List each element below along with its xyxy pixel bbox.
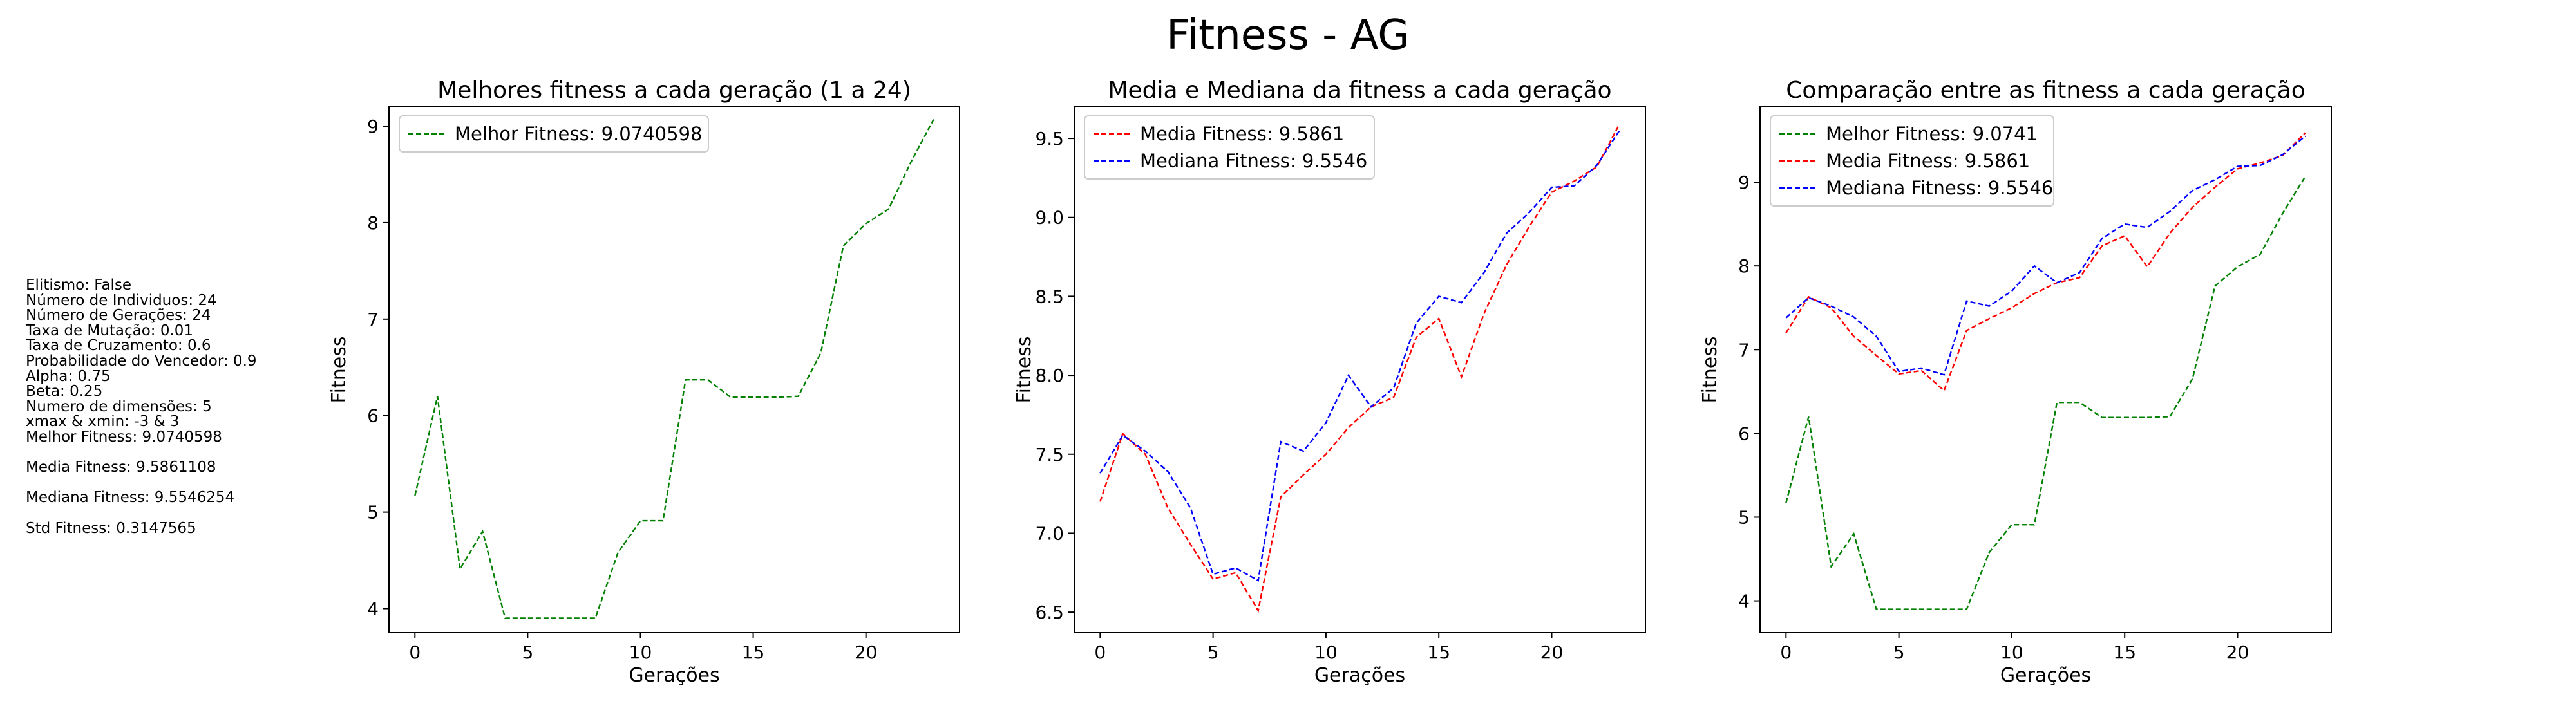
y-tick-label: 4 (367, 599, 379, 620)
x-tick-label: 20 (1540, 642, 1564, 663)
y-tick-label: 7.5 (1035, 444, 1064, 465)
legend-label: Mediana Fitness: 9.5546 (1826, 177, 2053, 199)
legend-box (1084, 115, 1375, 180)
x-tick-label: 5 (522, 642, 533, 663)
y-tick-label: 8.5 (1035, 286, 1064, 307)
param-line: Alpha: 0.75 (26, 368, 111, 385)
x-tick-label: 20 (2226, 642, 2249, 663)
plot-frame (388, 106, 960, 633)
y-tick-label: 9.0 (1035, 207, 1064, 228)
y-tick-label: 8 (367, 212, 379, 234)
y-axis-label: Fitness (328, 337, 350, 404)
x-tick-label: 15 (1427, 642, 1450, 663)
param-line: Número de Gerações: 24 (26, 307, 211, 324)
param-line: Taxa de Mutação: 0.01 (26, 322, 194, 339)
x-axis-label: Gerações (2000, 664, 2091, 687)
y-tick-label: 5 (367, 502, 379, 523)
chart-title: Melhores fitness a cada geração (1 a 24) (437, 77, 911, 104)
legend-box (399, 115, 709, 153)
param-line: Número de Individuos: 24 (26, 292, 217, 309)
param-line: Beta: 0.25 (26, 383, 103, 400)
series-line (414, 118, 934, 619)
param-std-fitness: Std Fitness: 0.3147565 (26, 519, 196, 537)
x-tick-label: 15 (742, 642, 765, 663)
y-tick-label: 5 (1738, 507, 1750, 528)
y-axis-label: Fitness (1013, 337, 1036, 404)
legend-label: Melhor Fitness: 9.0741 (1826, 123, 2038, 145)
series-line (1099, 130, 1620, 582)
legend-label: Mediana Fitness: 9.5546 (1140, 150, 1367, 172)
x-tick-label: 5 (1893, 642, 1905, 663)
x-tick-label: 0 (1094, 642, 1106, 663)
x-axis-label: Gerações (1314, 664, 1405, 687)
series-line (1785, 176, 2306, 610)
y-tick-label: 6.5 (1035, 602, 1064, 623)
x-tick-label: 0 (1780, 642, 1792, 663)
y-tick-label: 4 (1738, 591, 1750, 612)
x-tick-label: 0 (409, 642, 421, 663)
y-tick-label: 9.5 (1035, 128, 1064, 149)
plot-frame (1074, 106, 1646, 633)
param-media-fitness: Media Fitness: 9.5861108 (26, 459, 216, 476)
parameters-panel: Elitismo: False Número de Individuos: 24… (26, 277, 257, 537)
series-line (1099, 124, 1620, 613)
x-tick-label: 15 (2113, 642, 2136, 663)
y-tick-label: 7 (1738, 339, 1750, 360)
chart-title: Comparação entre as fitness a cada geraç… (1786, 77, 2305, 104)
x-tick-label: 5 (1208, 642, 1219, 663)
param-mediana-fitness: Mediana Fitness: 9.5546254 (26, 489, 235, 507)
y-tick-label: 7 (367, 309, 379, 330)
plot-frame (1759, 106, 2332, 633)
y-tick-label: 6 (1738, 423, 1750, 444)
param-line: Taxa de Cruzamento: 0.6 (26, 337, 211, 355)
param-line: Elitismo: False (26, 277, 131, 293)
param-line: Numero de dimensões: 5 (26, 398, 212, 415)
legend-box (1770, 115, 2054, 207)
series-line (1785, 135, 2306, 376)
legend-label: Media Fitness: 9.5861 (1140, 123, 1344, 145)
param-line: xmax & xmin: -3 & 3 (26, 413, 180, 431)
y-tick-label: 8.0 (1035, 365, 1064, 386)
legend-label: Media Fitness: 9.5861 (1826, 150, 2030, 172)
legend-label: Melhor Fitness: 9.0740598 (455, 123, 702, 145)
x-tick-label: 10 (1314, 642, 1338, 663)
y-axis-label: Fitness (1699, 337, 1721, 404)
x-tick-label: 20 (855, 642, 878, 663)
y-tick-label: 9 (1738, 172, 1750, 193)
param-line: Melhor Fitness: 9.0740598 (26, 428, 222, 445)
x-axis-label: Gerações (629, 664, 719, 687)
figure-title: Fitness - AG (1166, 12, 1410, 59)
y-tick-label: 6 (367, 405, 379, 427)
series-line (1785, 132, 2306, 393)
x-tick-label: 10 (2000, 642, 2023, 663)
y-tick-label: 9 (367, 116, 379, 137)
param-line: Probabilidade do Vencedor: 0.9 (26, 352, 257, 369)
y-tick-label: 7.0 (1035, 523, 1064, 544)
y-tick-label: 8 (1738, 256, 1750, 277)
x-tick-label: 10 (629, 642, 652, 663)
chart-title: Media e Mediana da fitness a cada geraçã… (1108, 77, 1611, 104)
